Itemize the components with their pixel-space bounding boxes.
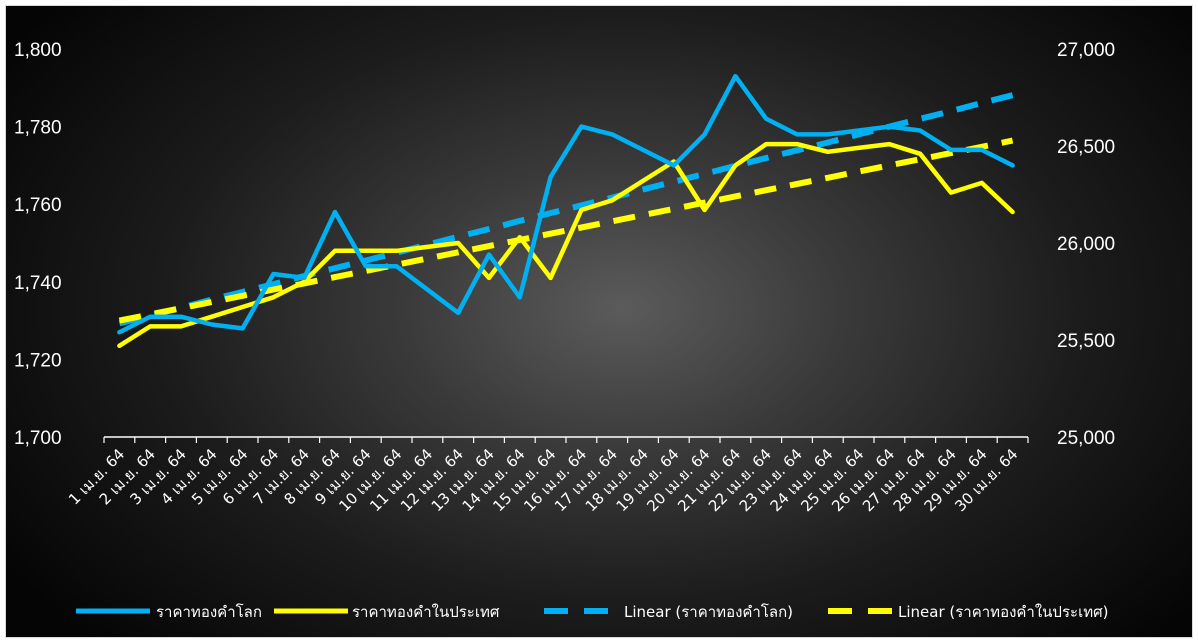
- y-left-tick-label: 1,780: [14, 118, 62, 139]
- y-left-tick-label: 1,800: [14, 40, 62, 61]
- series-line-1: [117, 73, 1015, 335]
- y-left-tick-label: 1,760: [14, 195, 62, 216]
- y-right-tick-label: 25,000: [1057, 428, 1115, 449]
- y-right-tick-label: 26,500: [1057, 137, 1115, 158]
- line-chart: 1,700 1,720 1,740 1,760 1,780 1,800 25,000 25,5…: [14, 40, 1115, 621]
- series-line-2: [117, 141, 1015, 349]
- series-line-4: [118, 137, 1014, 324]
- y-left-tick-label: 1,740: [14, 273, 62, 294]
- y-right-tick-label: 26,000: [1057, 234, 1115, 255]
- legend-label: Linear (ราคาทองคำโลก): [624, 603, 793, 621]
- legend-label: ราคาทองคำในประเทศ: [352, 603, 500, 621]
- y-left-tick-label: 1,720: [14, 350, 62, 371]
- legend-label: Linear (ราคาทองคำในประเทศ): [898, 603, 1108, 621]
- legend-label: ราคาทองคำโลก: [156, 603, 262, 621]
- y-right-tick-label: 27,000: [1057, 40, 1115, 61]
- y-left-tick-label: 1,700: [14, 428, 62, 449]
- chart-area: 1,700 1,720 1,740 1,760 1,780 1,800 25,000 25,5…: [5, 5, 1193, 638]
- y-right-tick-label: 25,500: [1057, 331, 1115, 352]
